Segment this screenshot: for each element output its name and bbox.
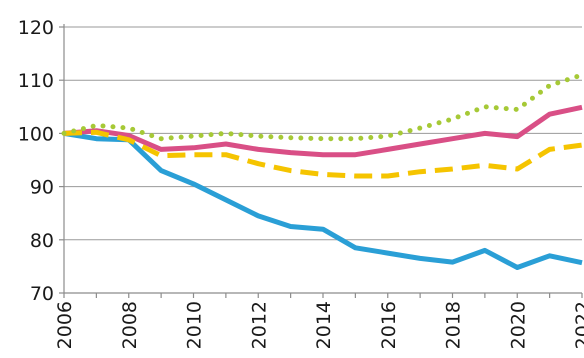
series-line-4 (61, 72, 584, 142)
y-tick-label: 90 (30, 177, 54, 199)
x-tick-label: 2018 (443, 301, 465, 349)
grid (64, 26, 582, 241)
x-tick-label: 2006 (54, 301, 76, 349)
x-tick-label: 2012 (248, 301, 270, 349)
x-tick-label: 2010 (184, 301, 206, 349)
axes (59, 24, 583, 298)
y-tick-label: 80 (30, 230, 54, 252)
series-line-1 (63, 130, 583, 270)
x-tick-labels: 2006 2008 2010 2012 2014 2016 2018 2020 2022 (54, 301, 584, 349)
x-tick-label: 2008 (119, 301, 141, 349)
x-tick-label: 2020 (507, 301, 529, 349)
series-line-3 (63, 129, 583, 179)
x-tick-label: 2016 (378, 301, 400, 349)
y-tick-label: 110 (18, 70, 54, 92)
y-tick-label: 100 (18, 123, 54, 145)
y-tick-label: 120 (18, 17, 54, 39)
x-tick-label: 2022 (572, 301, 584, 349)
series-line-2 (63, 104, 583, 158)
series-lines (61, 72, 584, 270)
y-tick-labels: 70 80 90 100 110 120 (18, 17, 54, 305)
y-tick-label: 70 (30, 283, 54, 305)
x-tick-label: 2014 (313, 301, 335, 349)
